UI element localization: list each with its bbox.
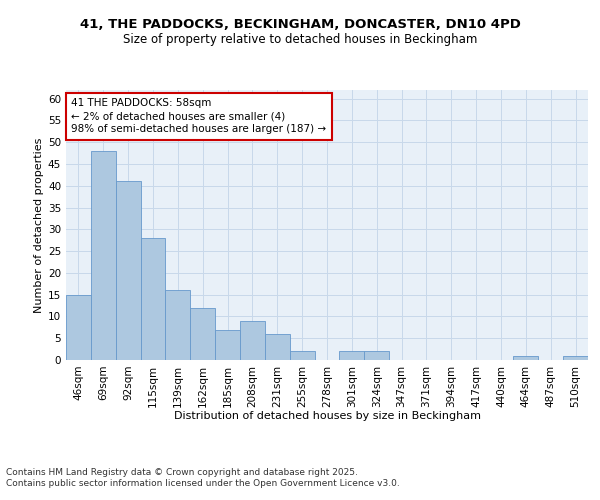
Bar (91, 151, 116, 360)
Bar (240, 321, 265, 360)
Text: 41 THE PADDOCKS: 58sqm
← 2% of detached houses are smaller (4)
98% of semi-detac: 41 THE PADDOCKS: 58sqm ← 2% of detached … (71, 98, 326, 134)
Text: Size of property relative to detached houses in Beckingham: Size of property relative to detached ho… (123, 32, 477, 46)
Bar (66, 294, 91, 360)
Bar (190, 308, 215, 360)
Bar (290, 352, 314, 360)
Bar (563, 356, 588, 360)
Text: 41, THE PADDOCKS, BECKINGHAM, DONCASTER, DN10 4PD: 41, THE PADDOCKS, BECKINGHAM, DONCASTER,… (80, 18, 520, 30)
X-axis label: Distribution of detached houses by size in Beckingham: Distribution of detached houses by size … (173, 411, 481, 421)
Y-axis label: Number of detached properties: Number of detached properties (34, 138, 44, 312)
Bar (514, 356, 538, 360)
Bar (166, 290, 190, 360)
Bar (140, 238, 166, 360)
Bar (364, 352, 389, 360)
Bar (340, 352, 364, 360)
Text: Contains HM Land Registry data © Crown copyright and database right 2025.
Contai: Contains HM Land Registry data © Crown c… (6, 468, 400, 487)
Bar (215, 330, 240, 360)
Bar (116, 182, 140, 360)
Bar (265, 334, 290, 360)
